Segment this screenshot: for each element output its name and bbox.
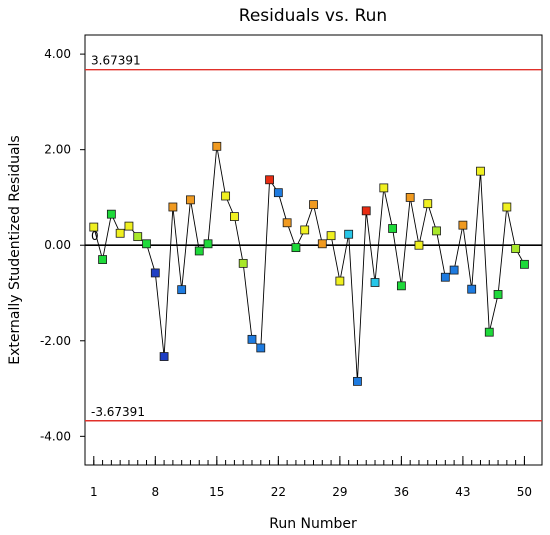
reference-lines: 3.67391 0 -3.67391 bbox=[85, 54, 542, 422]
data-point-13 bbox=[194, 246, 204, 256]
x-tick-label-5: 36 bbox=[394, 485, 409, 499]
reference-line-label-2: -3.67391 bbox=[91, 405, 145, 419]
data-point-22 bbox=[273, 188, 283, 198]
y-axis-ticks: 4.00 2.00 0.00 -2.00 -4.00 bbox=[40, 47, 85, 443]
data-point-34 bbox=[379, 183, 389, 193]
data-point-39 bbox=[423, 199, 433, 209]
data-point-37 bbox=[405, 193, 415, 202]
data-point-24 bbox=[291, 243, 301, 253]
data-point-19 bbox=[247, 334, 257, 344]
x-axis-ticks: 1 8 15 22 29 36 43 50 bbox=[90, 456, 532, 499]
data-point-1 bbox=[89, 222, 99, 232]
reference-line-label-0: 3.67391 bbox=[91, 54, 141, 68]
data-point-21 bbox=[265, 175, 274, 185]
data-point-46 bbox=[484, 327, 494, 337]
y-axis-label: Externally Studentized Residuals bbox=[7, 135, 23, 364]
data-point-18 bbox=[238, 258, 248, 268]
data-point-11 bbox=[177, 285, 187, 295]
data-point-38 bbox=[414, 240, 424, 250]
data-point-30 bbox=[344, 229, 354, 239]
x-tick-label-2: 15 bbox=[209, 485, 224, 499]
data-point-23 bbox=[282, 218, 292, 228]
x-tick-label-6: 43 bbox=[455, 485, 470, 499]
data-point-12 bbox=[186, 195, 195, 205]
data-point-5 bbox=[124, 221, 134, 231]
data-point-32 bbox=[361, 206, 371, 216]
data-point-35 bbox=[388, 224, 397, 233]
data-point-41 bbox=[440, 272, 450, 282]
data-point-47 bbox=[493, 290, 503, 299]
data-point-33 bbox=[370, 278, 380, 287]
residual-series bbox=[89, 141, 529, 386]
data-point-3 bbox=[106, 209, 116, 219]
x-axis-label: Run Number bbox=[269, 516, 357, 532]
data-point-40 bbox=[432, 226, 441, 236]
data-point-17 bbox=[230, 212, 239, 221]
data-point-45 bbox=[476, 166, 485, 176]
data-point-25 bbox=[300, 225, 310, 235]
chart-title: Residuals vs. Run bbox=[239, 6, 387, 26]
y-tick-label-2: 0.00 bbox=[44, 238, 71, 252]
data-point-10 bbox=[168, 202, 178, 212]
data-point-9 bbox=[159, 352, 169, 361]
x-tick-label-1: 8 bbox=[151, 485, 159, 499]
y-tick-label-1: 2.00 bbox=[44, 143, 71, 157]
data-point-16 bbox=[221, 191, 231, 201]
data-point-4 bbox=[115, 228, 125, 238]
reference-line-label-1: 0 bbox=[91, 229, 99, 243]
data-point-50 bbox=[520, 259, 529, 269]
data-point-27 bbox=[317, 239, 327, 249]
data-point-29 bbox=[335, 276, 345, 286]
x-tick-label-3: 22 bbox=[271, 485, 286, 499]
x-tick-label-4: 29 bbox=[332, 485, 347, 499]
data-point-48 bbox=[502, 202, 512, 212]
x-tick-label-0: 1 bbox=[90, 485, 98, 499]
data-point-15 bbox=[212, 141, 222, 151]
data-point-49 bbox=[511, 244, 521, 253]
data-point-7 bbox=[142, 239, 151, 249]
data-point-28 bbox=[326, 231, 336, 241]
y-tick-label-0: 4.00 bbox=[44, 47, 71, 61]
data-point-26 bbox=[309, 200, 318, 210]
x-tick-label-7: 50 bbox=[517, 485, 532, 499]
data-point-8 bbox=[150, 268, 160, 278]
data-point-6 bbox=[133, 232, 143, 242]
data-point-36 bbox=[396, 281, 406, 291]
data-point-42 bbox=[449, 265, 459, 275]
y-tick-label-4: -4.00 bbox=[40, 429, 71, 443]
data-point-14 bbox=[203, 239, 213, 249]
data-point-31 bbox=[353, 376, 362, 386]
data-point-44 bbox=[467, 284, 477, 294]
data-point-2 bbox=[98, 255, 107, 264]
y-tick-label-3: -2.00 bbox=[40, 334, 71, 348]
data-point-20 bbox=[256, 343, 266, 353]
data-point-43 bbox=[458, 220, 468, 230]
